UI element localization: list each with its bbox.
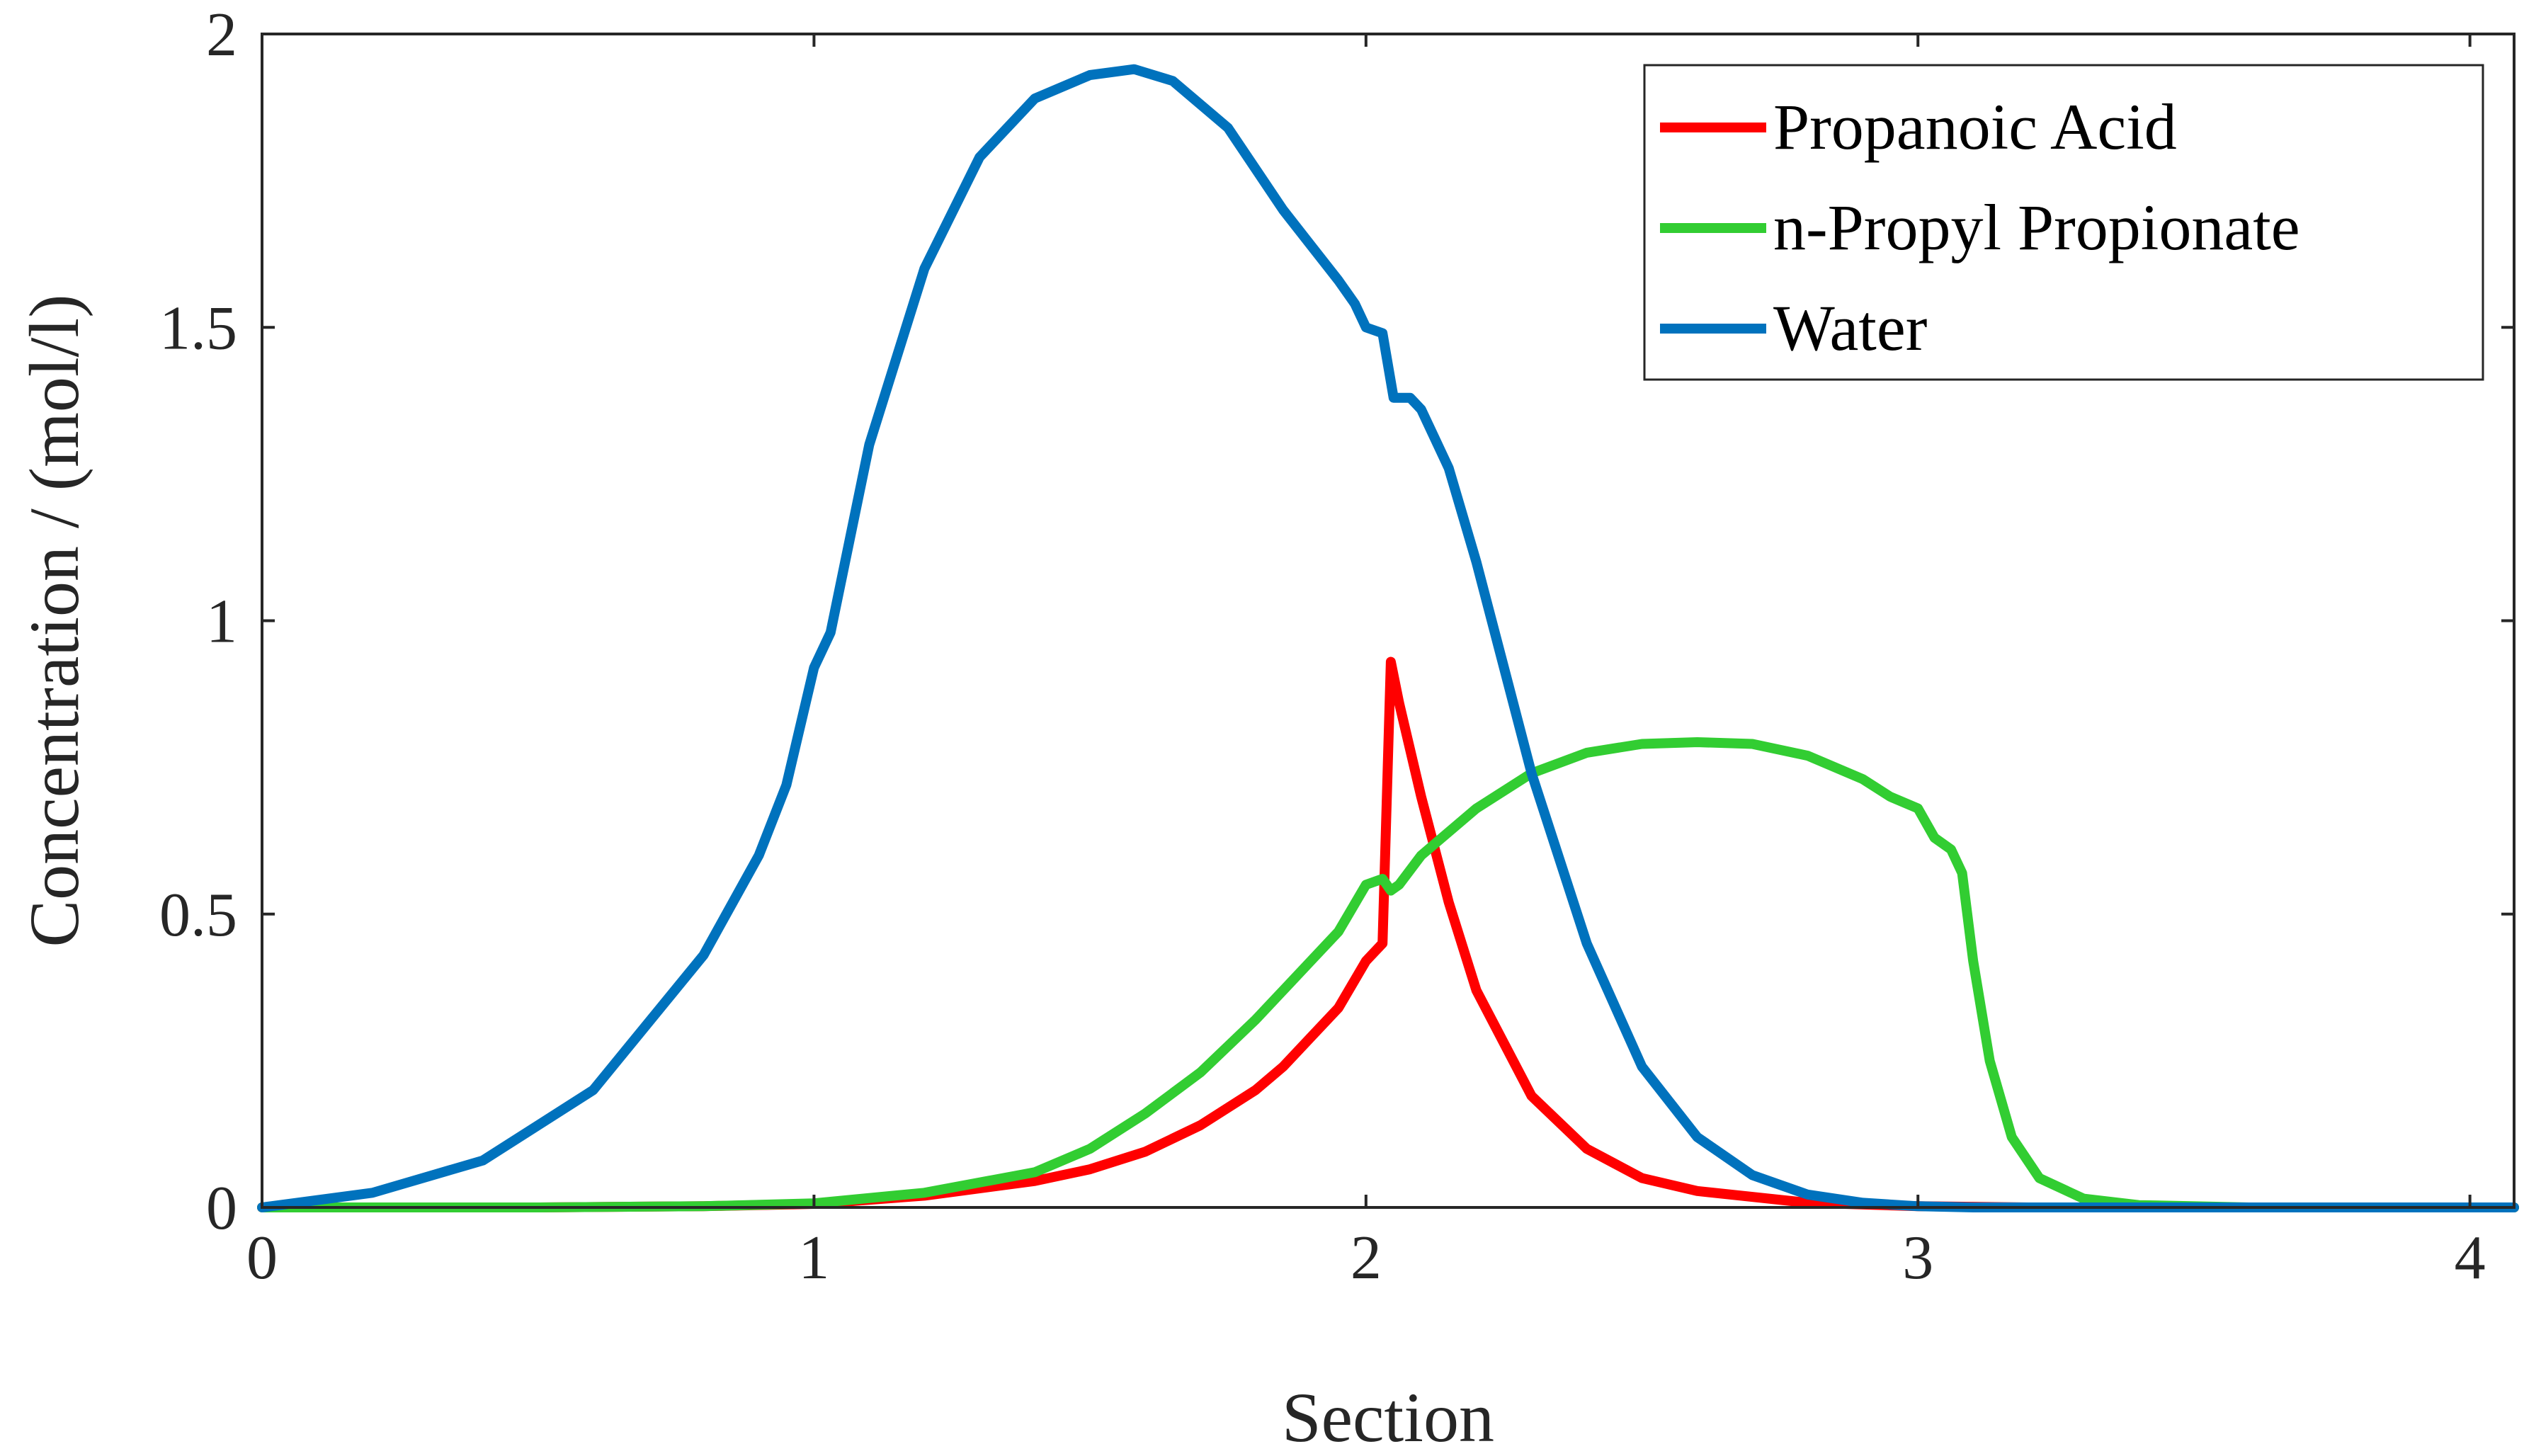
y-tick-label: 1.5 [159, 294, 237, 363]
x-tick-label: 4 [2455, 1224, 2486, 1292]
x-axis-title: Section [1282, 1378, 1494, 1456]
x-tick-label: 2 [1351, 1224, 1382, 1292]
y-tick-label: 2 [206, 1, 237, 69]
y-axis-title: Concentration / (mol/l) [15, 294, 93, 947]
legend: Propanoic Acid n-Propyl Propionate Water [1643, 64, 2484, 381]
plot-area [257, 64, 2519, 1212]
axis-tick-labels: 0 1 2 3 4 0 0.5 1 1.5 2 [159, 1, 2486, 1292]
x-tick-label: 0 [246, 1224, 278, 1292]
axis-ticks [261, 33, 2514, 1209]
legend-label-n-propyl-propionate: n-Propyl Propionate [1773, 191, 2300, 263]
legend-box [1643, 64, 2484, 381]
x-tick-label: 3 [1902, 1224, 1933, 1292]
series-line-propanoic-acid [257, 656, 2519, 1212]
y-tick-label: 0 [206, 1174, 237, 1243]
y-tick-label: 1 [206, 588, 237, 656]
x-tick-label: 1 [798, 1224, 829, 1292]
legend-label-water: Water [1773, 292, 1927, 364]
y-tick-label: 0.5 [159, 881, 237, 950]
series-line-water [257, 64, 2519, 1212]
legend-label-propanoic-acid: Propanoic Acid [1773, 91, 2177, 163]
